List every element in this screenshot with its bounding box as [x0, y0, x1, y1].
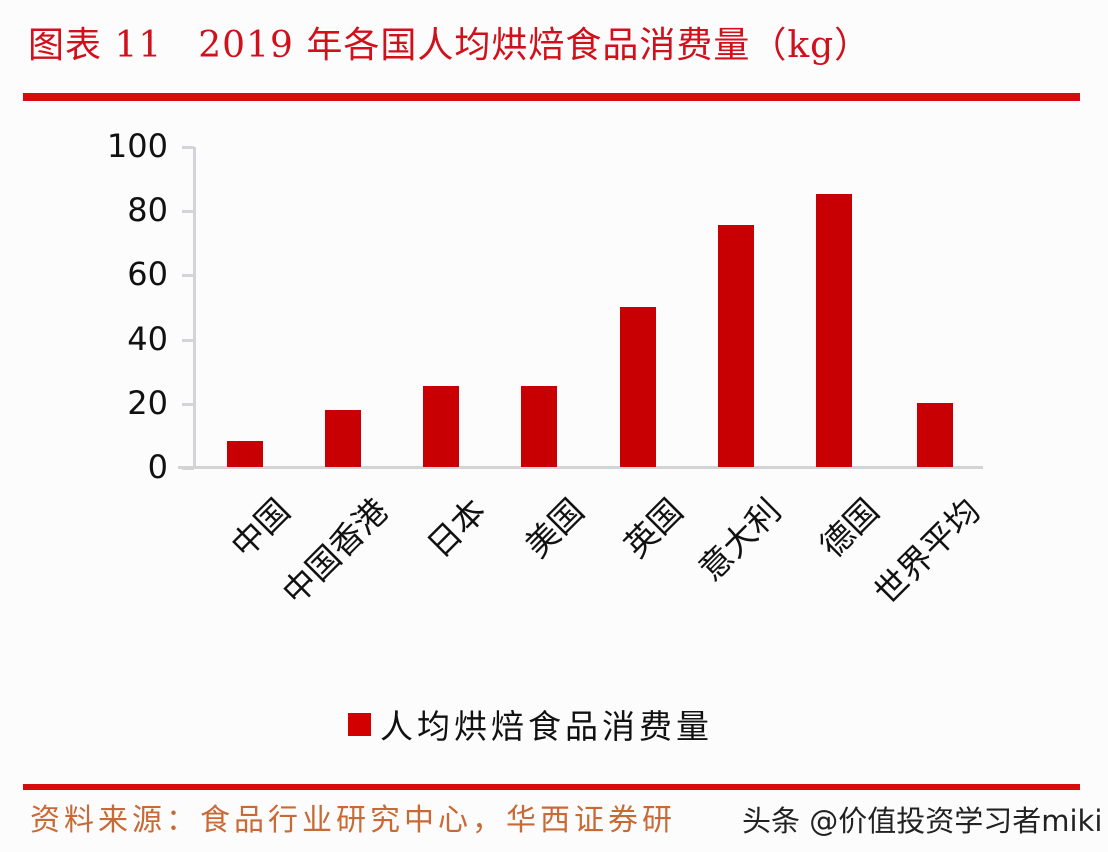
- x-tick-label: 美国: [517, 490, 592, 566]
- y-tick: [182, 210, 194, 214]
- bar: [620, 306, 656, 467]
- x-tick-label: 意大利: [690, 490, 789, 589]
- y-tick: [182, 402, 194, 406]
- y-tick: [182, 467, 194, 470]
- bar: [521, 386, 557, 467]
- x-tick-label: 日本: [419, 490, 494, 566]
- x-tick-label: 德国: [812, 490, 887, 566]
- x-tick-label: 英国: [616, 490, 691, 566]
- source-note: 资料来源：食品行业研究中心，华西证券研: [30, 803, 676, 838]
- legend-label: 人均烘焙食品消费量: [380, 707, 713, 746]
- x-axis: [178, 466, 983, 469]
- y-tick-label: 20: [127, 383, 168, 422]
- y-axis: [193, 147, 196, 469]
- bar: [917, 402, 953, 467]
- bottom-divider: [23, 784, 1080, 790]
- watermark: 头条 @价值投资学习者miki: [742, 804, 1103, 838]
- bar: [325, 409, 361, 467]
- y-tick-label: 80: [127, 191, 168, 230]
- y-tick: [182, 274, 194, 278]
- figure-title: 2019 年各国人均烘焙食品消费量（kg）: [198, 25, 872, 66]
- y-tick-label: 40: [127, 319, 168, 358]
- bar: [227, 441, 263, 467]
- y-tick: [182, 338, 194, 342]
- x-tick-label: 世界平均: [866, 490, 988, 612]
- y-tick-label: 100: [106, 127, 168, 165]
- x-tick-label: 中国: [223, 490, 298, 566]
- y-tick-label: 60: [127, 255, 168, 294]
- bar: [718, 225, 754, 467]
- y-tick: [182, 146, 194, 149]
- figure-number: 图表 11: [28, 25, 163, 66]
- legend: 人均烘焙食品消费量: [348, 700, 713, 748]
- x-tick-label: 中国香港: [274, 490, 396, 612]
- legend-swatch-icon: [348, 712, 371, 736]
- y-tick-label: 0: [147, 448, 168, 486]
- bar: [423, 386, 459, 467]
- chart-title: 图表 11 2019 年各国人均烘焙食品消费量（kg）: [28, 16, 871, 68]
- bar: [816, 193, 852, 467]
- top-divider: [23, 93, 1080, 101]
